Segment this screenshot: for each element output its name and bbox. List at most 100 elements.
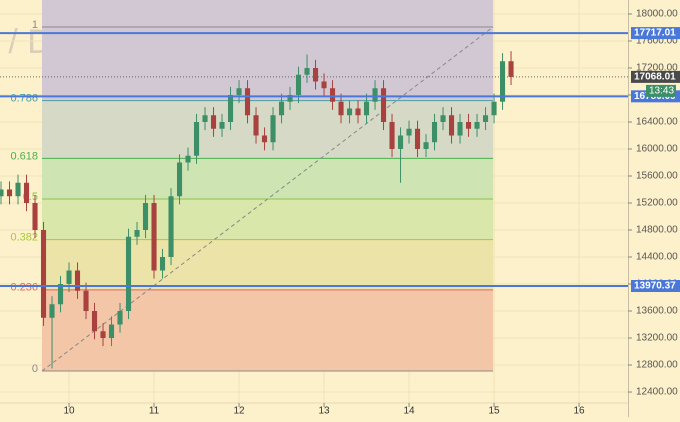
candle-body	[23, 182, 30, 203]
candle-body	[414, 128, 421, 149]
fib-band	[41, 100, 494, 159]
candle-body	[355, 108, 361, 116]
fib-level-label: 0.786	[10, 93, 38, 105]
y-tick-label: 17600.00	[636, 36, 678, 47]
candle-body	[253, 115, 259, 136]
candle-body	[219, 121, 225, 129]
x-tick-label: 15	[488, 406, 500, 417]
candle-body	[261, 135, 268, 143]
candle-body	[372, 88, 378, 102]
candle-body	[491, 101, 497, 116]
candle-body	[440, 115, 446, 122]
price-label-box	[631, 27, 680, 40]
candle-body	[295, 74, 302, 95]
candle-body	[202, 115, 208, 122]
fib-band	[41, 27, 494, 101]
candle-body	[0, 189, 4, 197]
candle-body	[193, 121, 200, 156]
x-tick-label: 16	[573, 406, 585, 417]
y-tick-label: 15200.00	[636, 198, 678, 209]
fib-band	[41, 199, 494, 240]
candle-body	[423, 142, 429, 149]
candle-body	[321, 81, 327, 89]
x-tick-label: 13	[318, 406, 330, 417]
x-tick-label: 10	[63, 406, 75, 417]
candle-body	[329, 88, 336, 102]
candle-body	[74, 270, 81, 291]
candle-body	[304, 67, 310, 75]
candle-body	[499, 61, 506, 102]
fib-level-label: 0.618	[10, 150, 38, 162]
candle-body	[227, 94, 234, 122]
fib-band	[41, 239, 494, 290]
y-tick-label: 14400.00	[636, 252, 678, 263]
candle-body	[431, 121, 438, 143]
candle-body	[457, 121, 463, 136]
candle-body	[380, 88, 387, 122]
candle-body	[236, 88, 242, 95]
candle-body	[185, 155, 191, 163]
candle-body	[176, 162, 183, 197]
countdown: 13:43	[649, 86, 674, 97]
candle-body	[210, 115, 217, 129]
y-tick-label: 14800.00	[636, 225, 678, 236]
last-price-box	[631, 70, 680, 83]
candle-body	[134, 230, 140, 237]
candle-body	[57, 284, 64, 305]
candle-body	[482, 115, 489, 122]
candle-body	[32, 202, 38, 231]
candle-body	[151, 202, 157, 271]
candle-body	[108, 324, 115, 339]
x-tick-label: 14	[403, 406, 415, 417]
y-tick-label: 18000.00	[636, 9, 678, 20]
y-tick-label: 13200.00	[636, 333, 678, 344]
candle-body	[6, 189, 13, 197]
candle-body	[465, 121, 472, 129]
price-label: 17717.01	[634, 28, 676, 39]
candle-body	[397, 135, 404, 149]
candle-body	[270, 115, 276, 143]
fib-band	[41, 158, 494, 200]
y-tick-label: 15600.00	[636, 171, 678, 182]
candle-body	[287, 94, 293, 102]
candle-body	[508, 61, 514, 77]
last-price-label: 17068.01	[634, 72, 676, 83]
x-tick-label: 11	[149, 406, 160, 417]
fib-level-label: 0	[32, 363, 38, 375]
candle-body	[49, 304, 55, 318]
candle-body	[15, 182, 21, 197]
fib-band	[41, 289, 494, 372]
candle-body	[389, 121, 395, 149]
candle-body	[363, 101, 370, 116]
price-label-box	[631, 280, 680, 293]
candle-body	[40, 230, 47, 318]
candle-body	[338, 101, 344, 116]
fib-trend-line	[41, 26, 494, 372]
fib-level-label: 1	[32, 19, 38, 31]
candle-body	[346, 108, 353, 116]
candle-body	[100, 331, 106, 339]
candle-body	[83, 290, 89, 312]
y-tick-label: 12400.00	[636, 387, 678, 398]
y-tick-label: 17200.00	[636, 63, 678, 74]
y-tick-label: 16000.00	[636, 144, 678, 155]
candle-body	[278, 101, 285, 116]
price-label: 13970.37	[634, 281, 676, 292]
candle-body	[142, 202, 149, 231]
candle-body	[312, 67, 319, 82]
y-tick-label: 12800.00	[636, 360, 678, 371]
fib-level-label: 0.382	[10, 232, 38, 244]
countdown-box	[646, 84, 676, 97]
x-tick-label: 12	[233, 406, 245, 417]
candle-body	[159, 257, 166, 271]
y-tick-label: 16400.00	[636, 117, 678, 128]
price-axis	[628, 0, 680, 417]
candle-body	[406, 128, 412, 136]
candle-body	[474, 121, 480, 129]
fib-level-label: 0.236	[10, 282, 38, 294]
candle-body	[244, 88, 251, 116]
fib-band	[41, 0, 494, 28]
candle-body	[66, 270, 72, 285]
candle-body	[117, 311, 123, 325]
